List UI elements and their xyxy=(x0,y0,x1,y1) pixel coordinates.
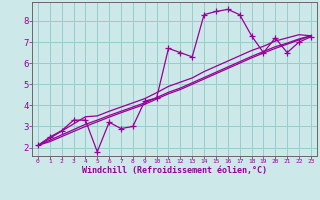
X-axis label: Windchill (Refroidissement éolien,°C): Windchill (Refroidissement éolien,°C) xyxy=(82,166,267,175)
